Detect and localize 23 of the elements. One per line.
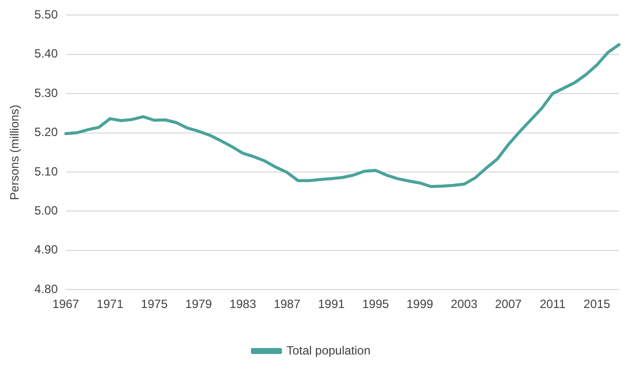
x-tick-label: 1971 — [96, 297, 124, 312]
y-tick-label: 5.40 — [34, 46, 58, 61]
x-tick-label: 1983 — [229, 297, 256, 312]
y-tick-label: 5.50 — [34, 8, 58, 22]
y-tick-label: 5.10 — [34, 164, 58, 178]
x-tick-label: 1967 — [52, 297, 80, 312]
x-tick-label: 2007 — [495, 297, 522, 312]
x-tick-label: 2015 — [584, 297, 611, 312]
y-axis-title: Persons (millions) — [8, 104, 22, 200]
y-tick-label: 5.30 — [34, 86, 58, 100]
x-tick-label: 2011 — [540, 297, 566, 312]
x-tick-label: 1991 — [318, 297, 345, 312]
y-tick-label: 5.20 — [34, 125, 58, 140]
legend-label: Total population — [286, 343, 371, 358]
x-tick-label: 1995 — [362, 297, 390, 312]
x-tick-label: 1979 — [185, 297, 212, 312]
y-tick-label: 5.00 — [34, 204, 58, 218]
y-tick-label: 4.80 — [34, 282, 58, 296]
x-tick-label: 1999 — [406, 297, 434, 312]
y-tick-label: 4.90 — [34, 242, 58, 257]
x-tick-label: 2003 — [450, 297, 478, 312]
x-tick-label: 1975 — [140, 297, 168, 312]
x-tick-label: 1987 — [274, 297, 301, 312]
